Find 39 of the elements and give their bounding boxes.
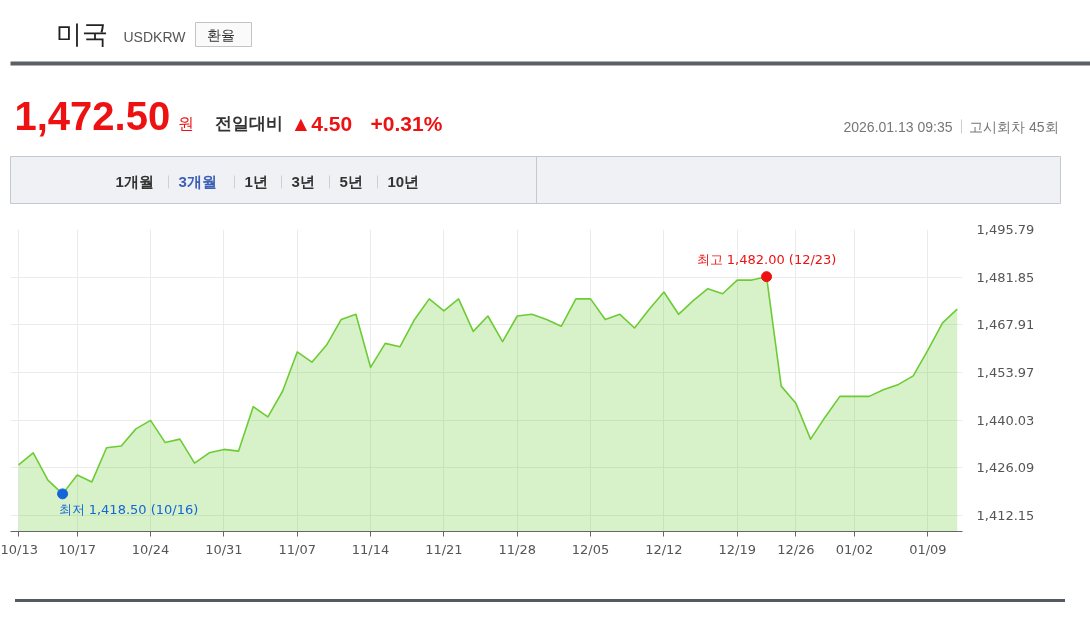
x-tick-label: 11/28	[498, 541, 536, 557]
x-tick-label: 10/24	[131, 541, 170, 557]
text: ▲4.50	[290, 112, 353, 135]
text: 5년	[339, 173, 363, 190]
x-tick-label: 10/13	[0, 541, 38, 557]
text: 2026.01.13 09:35	[843, 118, 953, 135]
y-tick-label: 1,467.91	[976, 317, 1035, 333]
annotation: 최고 1,482.00 (12/23)	[696, 252, 837, 268]
x-tick-label: 12/19	[718, 541, 756, 557]
x-tick-label: 01/09	[909, 541, 947, 557]
x-tick-label: 12/05	[571, 541, 610, 557]
x-tick-label: 10/31	[205, 541, 243, 557]
y-tick-label: 1,481.85	[976, 269, 1035, 285]
text: 전일대비	[214, 114, 283, 133]
y-tick-label: 1,453.97	[976, 365, 1035, 381]
text: 1개월	[115, 173, 154, 190]
x-tick-label: 11/14	[351, 541, 390, 557]
y-tick-label: 1,426.09	[976, 460, 1035, 476]
x-tick-label: 12/26	[777, 541, 815, 557]
text: 3개월	[178, 173, 217, 190]
annotation: 최저 1,418.50 (10/16)	[58, 502, 199, 518]
text: 고시회차 45회	[969, 118, 1059, 135]
y-tick-label: 1,495.79	[976, 222, 1035, 237]
x-tick-label: 12/12	[645, 541, 683, 557]
x-tick-label: 11/07	[278, 541, 316, 557]
text: 환율	[206, 26, 235, 43]
x-tick-label: 01/02	[835, 541, 874, 557]
text: 3년	[291, 173, 315, 190]
x-tick-label: 11/21	[425, 541, 463, 557]
chart-subtitle: USDKRW	[123, 28, 187, 45]
x-tick-label: 10/17	[58, 541, 96, 557]
text: 10년	[387, 173, 420, 190]
text: +0.31%	[370, 112, 443, 135]
y-tick-label: 1,440.03	[976, 412, 1035, 428]
text: 1,472.50	[14, 93, 171, 138]
text: 1년	[244, 173, 268, 190]
text: 원	[177, 115, 194, 132]
chart-title: 미국	[55, 18, 108, 49]
y-tick-label: 1,412.15	[976, 508, 1035, 524]
